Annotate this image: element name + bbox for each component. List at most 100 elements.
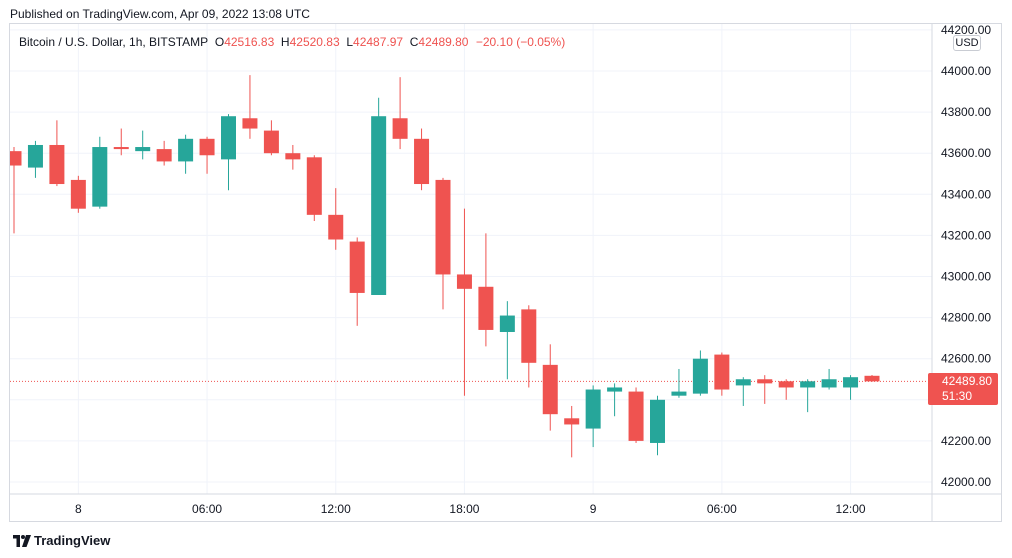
candle-body [27, 144, 43, 168]
candle-up [650, 395, 665, 456]
legend-high-value: 42520.83 [289, 35, 340, 49]
candle-body [113, 147, 129, 150]
candle-body [607, 387, 623, 392]
time-tick-label: 06:00 [192, 502, 222, 516]
candle-down [564, 405, 580, 458]
candle-up [735, 377, 751, 406]
candle-body [199, 138, 215, 156]
candle-up [221, 114, 236, 191]
candle-down [156, 140, 172, 166]
candle-down [478, 233, 494, 347]
candle-body [735, 379, 751, 386]
price-tick-label: 44200.00 [941, 24, 991, 37]
candle-up [607, 383, 623, 417]
candle-body [499, 315, 515, 332]
candle-up [671, 368, 687, 398]
candle-body [414, 138, 430, 185]
candle-down [113, 128, 129, 156]
candle-down [864, 374, 880, 382]
candle-down [70, 175, 86, 213]
candle-body [650, 399, 665, 443]
candle-body [221, 116, 236, 160]
candle-up [371, 97, 387, 295]
legend-low-label: L [346, 35, 354, 49]
candle-body [628, 391, 644, 441]
ohlc-legend: Bitcoin / U.S. Dollar, 1h, BITSTAMP O425… [19, 35, 565, 49]
candle-up [178, 134, 194, 174]
legend-open-label: O [214, 35, 225, 49]
candle-body [392, 118, 408, 139]
legend-symbol: Bitcoin / U.S. Dollar, 1h, BITSTAMP [19, 35, 209, 49]
candle-up [821, 368, 837, 390]
last-price-value: 42489.80 [942, 374, 993, 388]
time-tick-label: 8 [75, 502, 82, 516]
candle-up [27, 140, 43, 178]
candlestick-chart[interactable]: 42000.0042200.0042400.0042600.0042800.00… [10, 24, 1001, 521]
candle-body [564, 418, 580, 425]
candle-body [70, 179, 86, 209]
currency-badge[interactable]: USD [953, 35, 981, 51]
candle-down [199, 136, 215, 174]
candle-down [628, 387, 644, 443]
candle-body [49, 144, 65, 185]
time-tick-label: 9 [590, 502, 597, 516]
price-tick-label: 43200.00 [941, 228, 991, 242]
legend-open-value: 42516.83 [224, 35, 275, 49]
bar-countdown: 51:30 [942, 389, 973, 403]
candle-down [414, 128, 430, 191]
legend-high-label: H [280, 35, 290, 49]
candle-body [800, 381, 816, 388]
candle-body [521, 309, 537, 363]
candle-body [843, 377, 859, 388]
candle-down [392, 77, 408, 150]
candle-up [585, 385, 601, 448]
candle-body [135, 147, 151, 152]
candle-down [285, 144, 301, 170]
candle-body [371, 116, 387, 295]
candle-body [757, 379, 773, 384]
candle-body [156, 149, 172, 162]
candle-body [285, 153, 301, 160]
candle-up [92, 136, 108, 209]
candle-down [778, 379, 794, 400]
candle-down [435, 177, 451, 310]
candle-body [821, 379, 837, 388]
candle-body [92, 147, 108, 207]
candle-body [349, 241, 365, 293]
time-tick-label: 12:00 [836, 502, 866, 516]
candle-up [499, 301, 515, 380]
price-tick-label: 42600.00 [941, 352, 991, 366]
legend-close-value: 42489.80 [418, 35, 469, 49]
candle-down [757, 375, 773, 404]
candle-down [456, 208, 472, 396]
candle-body [263, 130, 279, 154]
candle-body [456, 274, 472, 289]
candle-down [263, 120, 279, 156]
footer-branding: TradingView [13, 533, 110, 548]
last-price-tag: 42489.80 51:30 [928, 373, 998, 405]
candle-body [242, 118, 258, 129]
published-caption: Published on TradingView.com, Apr 09, 20… [10, 7, 310, 21]
legend-change: −20.10 (−0.05%) [475, 35, 566, 49]
candle-up [843, 375, 859, 400]
candle-down [49, 120, 65, 187]
candle-down [328, 188, 344, 250]
price-tick-label: 42000.00 [941, 475, 991, 489]
tradingview-logo-icon [13, 534, 31, 547]
candle-down [521, 305, 537, 388]
candle-body [478, 286, 494, 330]
time-tick-label: 06:00 [707, 502, 737, 516]
price-tick-label: 43000.00 [941, 270, 991, 284]
candle-body [671, 391, 687, 396]
price-tick-label: 44000.00 [941, 64, 991, 78]
candle-body [714, 354, 730, 390]
time-tick-label: 12:00 [321, 502, 351, 516]
candle-body [778, 381, 794, 388]
legend-close-label: C [409, 35, 419, 49]
candle-up [692, 350, 708, 396]
candle-body [328, 214, 344, 240]
price-tick-label: 42800.00 [941, 311, 991, 325]
grid-layer [10, 24, 932, 494]
candle-down [714, 352, 730, 396]
candle-down [10, 147, 22, 234]
